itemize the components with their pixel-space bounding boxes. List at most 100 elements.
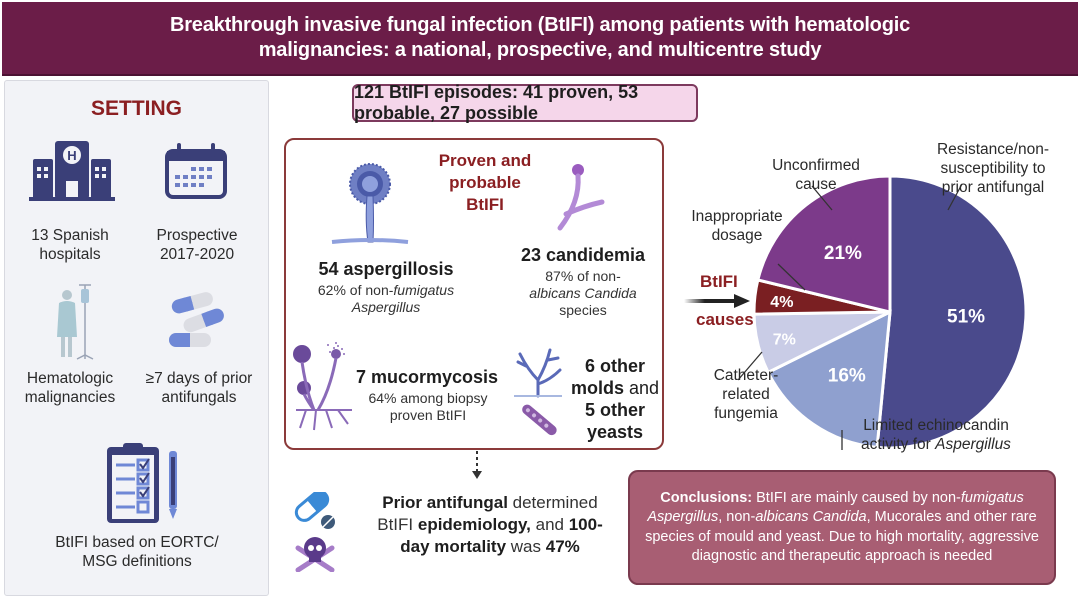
setting-prior-antifungals-line2: antifungals — [161, 389, 237, 406]
leader-line-catheter — [737, 351, 763, 381]
episodes-banner: 121 BtIFI episodes: 41 proven, 53 probab… — [352, 82, 698, 123]
pie-value-inappropriate: 4% — [770, 294, 793, 311]
setting-definitions: BtIFI based on EORTC/ MSG definitions — [15, 533, 259, 571]
dotted-arrow-down-icon — [472, 451, 482, 479]
candidemia-detail-species: albicans Candida — [529, 285, 637, 301]
mucormycosis-count: 7 mucormycosis — [355, 367, 499, 387]
mortality-t1: determined — [507, 493, 598, 512]
setting-population-line1: Hematologic — [26, 370, 114, 387]
pie-label-catheter-3: fungemia — [714, 405, 778, 422]
header-banner: Breakthrough invasive fungal infection (… — [2, 2, 1078, 76]
aspergillosis-detail-genus: Aspergillus — [351, 299, 421, 315]
mortality-t3: and — [530, 515, 569, 534]
pie-label-unconfirmed-1: Unconfirmed — [772, 157, 860, 174]
candidemia-count: 23 candidemia — [520, 245, 646, 265]
mucormycosis-detail-line2: proven BtIFI — [389, 407, 467, 423]
setting-population: Hematologic malignancies — [7, 369, 133, 407]
capsules-icon — [169, 292, 224, 347]
other-and: and — [623, 378, 660, 398]
causes-label-top: BtIFI — [700, 272, 738, 291]
pp-title-line3: BtIFI — [466, 195, 504, 214]
mucor-icon — [293, 342, 352, 431]
setting-panel: SETTING H 13 Spanish hospitals Pros — [4, 80, 269, 596]
mortality-b4: day mortality — [400, 537, 507, 556]
candida-icon — [557, 164, 605, 231]
other-molds-label: molds — [570, 378, 624, 398]
pie-label-catheter: Catheter- related fungemia — [706, 366, 786, 423]
pie-value-unconfirmed: 21% — [824, 243, 862, 264]
causes-label-bottom: causes — [696, 310, 754, 329]
setting-title: SETTING — [90, 97, 182, 120]
pie-label-resistance: Resistance/non- susceptibility to prior … — [906, 140, 1080, 197]
mucormycosis-detail: 64% among biopsy proven BtIFI — [348, 390, 508, 424]
pie-slice-resistance — [875, 174, 1028, 450]
pie-value-limited: 16% — [828, 366, 866, 387]
setting-period-line2: 2017-2020 — [159, 246, 235, 263]
conclusions-t1: BtIFI are mainly caused by non- — [752, 489, 961, 506]
aspergillus-icon — [331, 163, 409, 244]
conclusions-i1: fumigatus Aspergillus — [647, 489, 1024, 526]
setting-hospitals-line1: 13 Spanish — [31, 227, 109, 244]
aspergillosis-count: 54 aspergillosis — [318, 259, 454, 279]
patient-iv-icon — [57, 284, 94, 360]
calendar-icon — [165, 143, 227, 199]
conclusions-t2: , non- — [718, 509, 756, 525]
candidemia-detail-line3: species — [559, 302, 607, 318]
conclusions-i2: albicans Candida — [755, 509, 867, 525]
other-molds-yeasts-icon — [514, 348, 562, 436]
setting-population-line2: malignancies — [24, 389, 116, 406]
candidemia-detail: 87% of non- albicans Candida species — [508, 268, 658, 319]
conclusions-t3: , Mucorales and other rare species of mo… — [645, 509, 1039, 564]
pie-label-inappropriate-1: Inappropriate — [691, 208, 783, 225]
pie-label-limited-1: Limited echinocandin — [863, 417, 1009, 434]
setting-definitions-line1: BtIFI based on EORTC/ — [55, 534, 219, 551]
other-molds-count: 6 other — [584, 356, 645, 376]
pie-label-resistance-3: prior antifungal — [941, 179, 1045, 196]
proven-probable-title: Proven and probable BtIFI — [410, 150, 560, 216]
pie-label-catheter-1: Catheter- — [713, 367, 779, 384]
setting-definitions-line2: MSG definitions — [82, 553, 192, 570]
pie-value-resistance: 51% — [947, 307, 985, 328]
hospital-icon: H — [29, 141, 115, 201]
mortality-b2: epidemiology, — [417, 515, 531, 534]
causes-arrow-icon — [684, 294, 750, 308]
mucormycosis-detail-line1: 64% among biopsy — [368, 390, 488, 406]
other-yeasts-label: yeasts — [586, 422, 644, 442]
aspergillosis-detail-a: 62% of non- — [317, 282, 394, 298]
pie-label-inappropriate-2: dosage — [711, 227, 763, 244]
leader-line-inappropriate — [777, 263, 806, 291]
conclusions-label: Conclusions: — [660, 489, 753, 506]
pie-label-resistance-1: Resistance/non- — [936, 141, 1049, 158]
leader-line-resistance — [947, 183, 963, 211]
setting-hospitals-line2: hospitals — [39, 246, 101, 263]
page-title: Breakthrough invasive fungal infection (… — [169, 14, 910, 61]
setting-period-line1: Prospective — [156, 227, 238, 244]
aspergillosis-detail: 62% of non-fumigatus Aspergillus — [300, 282, 472, 316]
other-molds-yeasts: 6 other molds and 5 other yeasts — [565, 355, 665, 443]
pie-label-inappropriate: Inappropriate dosage — [682, 207, 792, 245]
conclusions-box: Conclusions: BtIFI are mainly caused by … — [628, 470, 1056, 585]
candidemia-detail-line1: 87% of non- — [545, 268, 621, 284]
mortality-b3: 100- — [568, 515, 603, 534]
pp-title-line1: Proven and — [438, 151, 532, 170]
mortality-rate: 47% — [545, 537, 580, 556]
mortality-t4: was — [506, 537, 546, 556]
setting-prior-antifungals: ≥7 days of prior antifungals — [131, 369, 267, 407]
mortality-b1: Prior antifungal — [382, 493, 508, 512]
pie-slice-limited — [766, 309, 892, 450]
pie-slice-unconfirmed — [756, 174, 892, 314]
pie-label-resistance-2: susceptibility to — [940, 160, 1046, 177]
skull-crossbones-icon — [295, 537, 335, 572]
leader-line-unconfirmed — [811, 185, 833, 211]
pie-label-limited-2b: Aspergillus — [935, 436, 1011, 453]
pie-value-catheter: 7% — [773, 332, 796, 349]
mortality-statement: Prior antifungal determined BtIFI epidem… — [345, 492, 635, 558]
pp-title-line2: probable — [449, 173, 521, 192]
causes-pie-chart: 51% 16% 7% 4% 21% — [737, 174, 1028, 450]
pie-label-unconfirmed: Unconfirmed cause — [756, 156, 876, 194]
pill-icon — [294, 492, 335, 572]
setting-hospitals: 13 Spanish hospitals — [11, 226, 129, 264]
setting-period: Prospective 2017-2020 — [137, 226, 257, 264]
pie-label-unconfirmed-2: cause — [795, 176, 837, 193]
setting-prior-antifungals-line1: ≥7 days of prior — [145, 370, 253, 387]
